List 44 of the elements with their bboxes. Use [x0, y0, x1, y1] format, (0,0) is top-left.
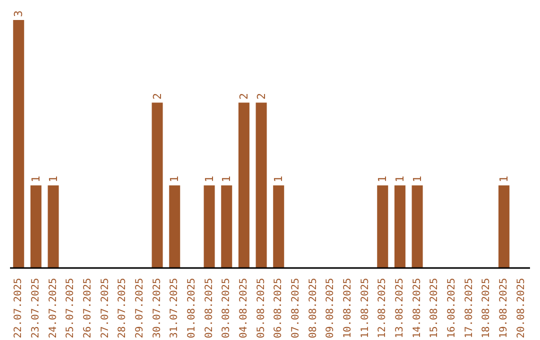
x-tick-label: 29.07.2025	[134, 278, 146, 338]
x-tick-label: 28.07.2025	[117, 278, 128, 338]
x-tick-label: 30.07.2025	[152, 278, 163, 338]
data-label: 2	[237, 93, 250, 100]
data-label: 1	[29, 176, 42, 182]
data-label: 1	[376, 176, 390, 182]
x-tick-label: 15.08.2025	[429, 278, 440, 338]
x-tick-label: 04.08.2025	[238, 278, 250, 338]
x-tick-label: 19.08.2025	[498, 278, 510, 338]
data-label: 3	[12, 10, 26, 17]
data-label: 1	[168, 176, 182, 182]
x-tick-label: 18.08.2025	[481, 278, 492, 338]
x-tick-label: 14.08.2025	[412, 278, 423, 338]
x-tick-label: 25.07.2025	[65, 278, 76, 338]
x-tick-label: 09.08.2025	[325, 278, 336, 338]
x-tick-label: 13.08.2025	[394, 278, 406, 338]
x-tick-label: 07.08.2025	[290, 278, 302, 338]
x-tick-label: 26.07.2025	[82, 278, 94, 338]
x-tick-label: 02.08.2025	[204, 278, 215, 338]
data-label: 1	[410, 176, 424, 182]
x-tick-label: 17.08.2025	[464, 278, 475, 338]
data-label: 1	[497, 176, 510, 182]
x-tick-label: 12.08.2025	[377, 278, 388, 338]
x-tick-label: 06.08.2025	[273, 278, 284, 338]
data-label: 1	[272, 176, 286, 182]
data-label: 1	[202, 176, 216, 182]
x-tick-label: 10.08.2025	[342, 278, 354, 338]
x-tick-label: 11.08.2025	[360, 278, 371, 338]
x-tick-label: 23.07.2025	[30, 278, 42, 338]
x-tick-label: 27.07.2025	[100, 278, 111, 338]
x-tick-label: 05.08.2025	[256, 278, 267, 338]
x-tick-label: 16.08.2025	[446, 278, 458, 338]
x-tick-label: 01.08.2025	[186, 278, 198, 338]
x-tick-label: 31.07.2025	[169, 278, 180, 338]
x-tick-label: 03.08.2025	[221, 278, 232, 338]
x-tick-label: 24.07.2025	[48, 278, 59, 338]
data-label: 1	[393, 176, 406, 182]
x-tick-label: 08.08.2025	[308, 278, 319, 338]
data-label: 1	[220, 176, 234, 182]
data-label: 2	[150, 93, 164, 100]
x-tick-label: 22.07.2025	[13, 278, 24, 338]
data-label: 2	[254, 93, 268, 100]
x-tick-label: 20.08.2025	[516, 278, 527, 338]
data-label: 1	[46, 176, 60, 182]
